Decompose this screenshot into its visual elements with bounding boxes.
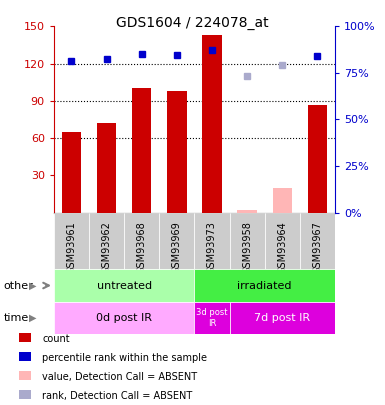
Text: GSM93964: GSM93964 xyxy=(277,221,287,274)
Bar xyxy=(273,188,292,213)
Text: 3d post
IR: 3d post IR xyxy=(196,308,228,328)
Text: ▶: ▶ xyxy=(29,281,37,290)
Text: irradiated: irradiated xyxy=(238,281,292,290)
FancyBboxPatch shape xyxy=(194,213,229,269)
Bar xyxy=(19,333,31,343)
Text: GSM93962: GSM93962 xyxy=(102,221,112,274)
Text: count: count xyxy=(42,335,70,344)
FancyBboxPatch shape xyxy=(89,213,124,269)
Text: GDS1604 / 224078_at: GDS1604 / 224078_at xyxy=(116,16,269,30)
Text: time: time xyxy=(4,313,29,323)
FancyBboxPatch shape xyxy=(264,213,300,269)
Bar xyxy=(19,390,31,399)
Text: GSM93968: GSM93968 xyxy=(137,221,147,274)
Bar xyxy=(97,123,116,213)
FancyBboxPatch shape xyxy=(54,269,194,302)
FancyBboxPatch shape xyxy=(194,302,229,334)
Bar xyxy=(167,91,186,213)
Bar xyxy=(62,132,81,213)
Text: 0d post IR: 0d post IR xyxy=(96,313,152,323)
Bar xyxy=(19,352,31,361)
Text: other: other xyxy=(4,281,33,290)
FancyBboxPatch shape xyxy=(194,269,335,302)
Text: GSM93973: GSM93973 xyxy=(207,221,217,274)
Text: 7d post IR: 7d post IR xyxy=(254,313,310,323)
FancyBboxPatch shape xyxy=(54,213,89,269)
Text: GSM93958: GSM93958 xyxy=(242,221,252,274)
Bar xyxy=(238,210,257,213)
FancyBboxPatch shape xyxy=(229,213,264,269)
Bar xyxy=(203,35,222,213)
Text: value, Detection Call = ABSENT: value, Detection Call = ABSENT xyxy=(42,372,198,382)
FancyBboxPatch shape xyxy=(229,302,335,334)
FancyBboxPatch shape xyxy=(54,302,194,334)
FancyBboxPatch shape xyxy=(300,213,335,269)
FancyBboxPatch shape xyxy=(159,213,194,269)
Text: GSM93961: GSM93961 xyxy=(67,221,77,274)
Text: untreated: untreated xyxy=(97,281,152,290)
Bar xyxy=(308,104,327,213)
Text: GSM93967: GSM93967 xyxy=(312,221,322,274)
FancyBboxPatch shape xyxy=(124,213,159,269)
Text: GSM93969: GSM93969 xyxy=(172,221,182,274)
Text: percentile rank within the sample: percentile rank within the sample xyxy=(42,353,208,363)
Text: ▶: ▶ xyxy=(29,313,37,323)
Bar xyxy=(132,88,151,213)
Bar xyxy=(19,371,31,380)
Text: rank, Detection Call = ABSENT: rank, Detection Call = ABSENT xyxy=(42,391,192,401)
